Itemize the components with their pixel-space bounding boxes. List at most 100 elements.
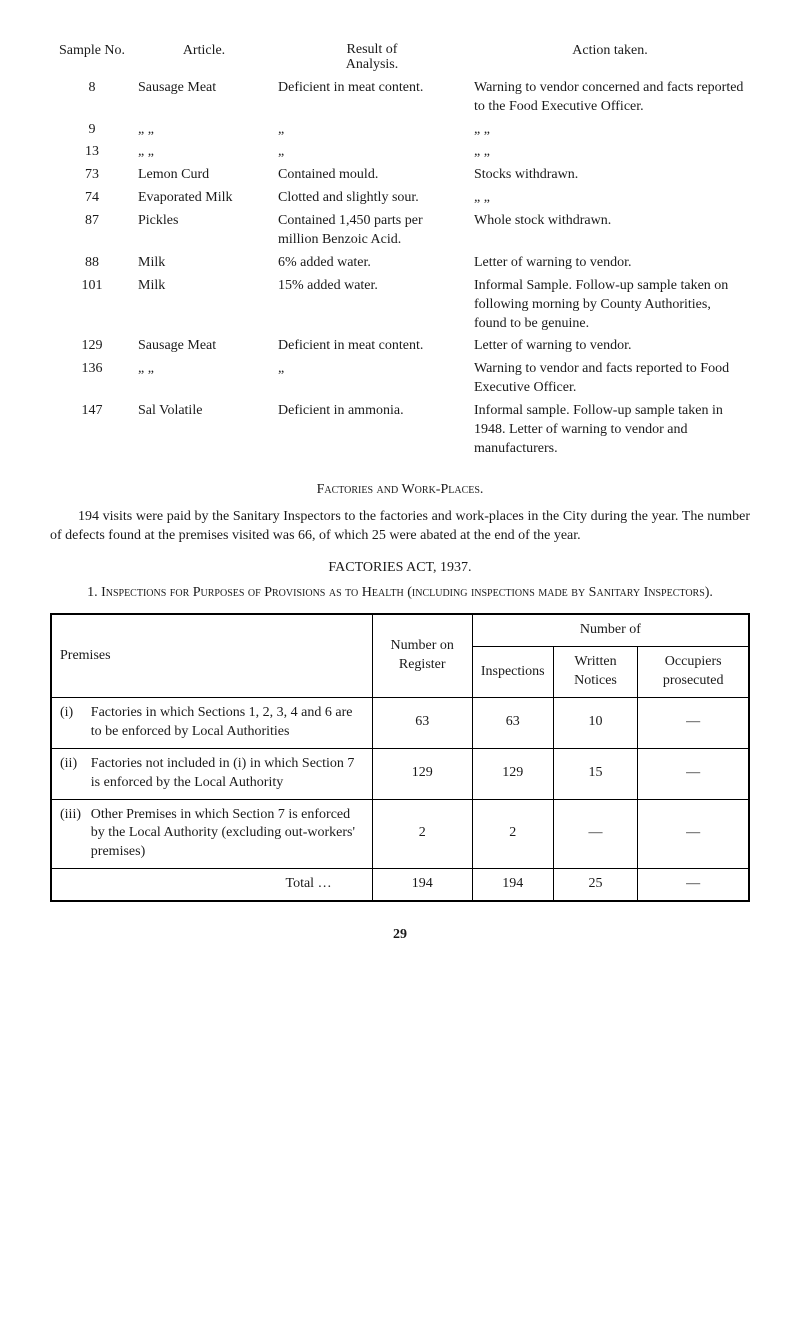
insp-premises: (iii)Other Premises in which Section 7 i… <box>51 799 372 869</box>
sample-row: 13„ „„„ „ <box>50 141 750 164</box>
sample-action: Letter of warning to vendor. <box>470 252 750 275</box>
insp-register: 129 <box>372 748 472 799</box>
header-article: Article. <box>134 40 274 77</box>
sample-row: 101Milk15% added water.Informal Sample. … <box>50 275 750 336</box>
insp-header-notices: Written Notices <box>553 647 638 698</box>
sample-row: 73Lemon CurdContained mould.Stocks withd… <box>50 164 750 187</box>
insp-total-inspections: 194 <box>472 869 553 901</box>
sample-result: 15% added water. <box>274 275 470 336</box>
insp-roman: (ii) <box>60 755 91 774</box>
sample-no: 88 <box>50 252 134 275</box>
sample-no: 136 <box>50 358 134 400</box>
insp-inspections: 129 <box>472 748 553 799</box>
page-number: 29 <box>50 926 750 945</box>
sample-no: 8 <box>50 77 134 119</box>
sample-result: „ <box>274 358 470 400</box>
sample-article: Sausage Meat <box>134 335 274 358</box>
insp-header-row-1: Premises Number on Register Number of <box>51 614 749 646</box>
sample-action: „ „ <box>470 119 750 142</box>
sample-action: Warning to vendor and facts reported to … <box>470 358 750 400</box>
sample-article: Lemon Curd <box>134 164 274 187</box>
sample-article: Milk <box>134 252 274 275</box>
sample-no: 13 <box>50 141 134 164</box>
header-result: Result of Analysis. <box>274 40 470 77</box>
sample-result: „ <box>274 141 470 164</box>
insp-prem-text: Factories not included in (i) in which S… <box>91 755 358 793</box>
insp-register: 2 <box>372 799 472 869</box>
insp-total-notices: 25 <box>553 869 638 901</box>
insp-premises: (i)Factories in which Sections 1, 2, 3, … <box>51 697 372 748</box>
act-title: FACTORIES ACT, 1937. <box>50 559 750 578</box>
sample-action: Informal Sample. Follow-up sample taken … <box>470 275 750 336</box>
insp-row: (ii)Factories not included in (i) in whi… <box>51 748 749 799</box>
sample-no: 129 <box>50 335 134 358</box>
sample-result: 6% added water. <box>274 252 470 275</box>
sample-result: Deficient in ammonia. <box>274 400 470 461</box>
insp-register: 63 <box>372 697 472 748</box>
header-result-top: Result of <box>347 42 398 57</box>
sample-article: „ „ <box>134 119 274 142</box>
insp-total-prosecuted: — <box>638 869 749 901</box>
sample-row: 136„ „„Warning to vendor and facts repor… <box>50 358 750 400</box>
sample-article: Sausage Meat <box>134 77 274 119</box>
samples-table: Sample No. Article. Result of Analysis. … <box>50 40 750 461</box>
sample-result: Contained mould. <box>274 164 470 187</box>
insp-header-inspections: Inspections <box>472 647 553 698</box>
sample-action: „ „ <box>470 141 750 164</box>
factories-heading: Factories and Work-Places. <box>50 481 750 500</box>
insp-inspections: 2 <box>472 799 553 869</box>
header-action: Action taken. <box>470 40 750 77</box>
sample-row: 8Sausage MeatDeficient in meat content.W… <box>50 77 750 119</box>
sample-no: 9 <box>50 119 134 142</box>
sample-no: 147 <box>50 400 134 461</box>
inspections-table: Premises Number on Register Number of In… <box>50 613 750 902</box>
sample-action: Whole stock withdrawn. <box>470 210 750 252</box>
insp-inspections: 63 <box>472 697 553 748</box>
sample-article: Milk <box>134 275 274 336</box>
sample-action: Warning to vendor concerned and facts re… <box>470 77 750 119</box>
inspections-title: 1. Inspections for Purposes of Provision… <box>50 584 750 603</box>
sample-article: „ „ <box>134 141 274 164</box>
insp-total-row: Total …19419425— <box>51 869 749 901</box>
sample-result: Clotted and slightly sour. <box>274 187 470 210</box>
sample-result: „ <box>274 119 470 142</box>
sample-action: Informal sample. Follow-up sample taken … <box>470 400 750 461</box>
insp-total-register: 194 <box>372 869 472 901</box>
sample-row: 74Evaporated MilkClotted and slightly so… <box>50 187 750 210</box>
sample-row: 129Sausage MeatDeficient in meat content… <box>50 335 750 358</box>
insp-notices: 10 <box>553 697 638 748</box>
sample-no: 74 <box>50 187 134 210</box>
header-sample-no: Sample No. <box>50 40 134 77</box>
insp-prosecuted: — <box>638 697 749 748</box>
insp-roman: (iii) <box>60 806 91 825</box>
sample-row: 9„ „„„ „ <box>50 119 750 142</box>
insp-premises: (ii)Factories not included in (i) in whi… <box>51 748 372 799</box>
sample-action: „ „ <box>470 187 750 210</box>
sample-no: 87 <box>50 210 134 252</box>
insp-prosecuted: — <box>638 799 749 869</box>
insp-header-premises: Premises <box>51 614 372 697</box>
sample-result: Deficient in meat content. <box>274 335 470 358</box>
sample-article: Evaporated Milk <box>134 187 274 210</box>
sample-no: 101 <box>50 275 134 336</box>
insp-row: (i)Factories in which Sections 1, 2, 3, … <box>51 697 749 748</box>
insp-row: (iii)Other Premises in which Section 7 i… <box>51 799 749 869</box>
sample-article: „ „ <box>134 358 274 400</box>
insp-header-register: Number on Register <box>372 614 472 697</box>
insp-prem-text: Other Premises in which Section 7 is enf… <box>91 806 358 863</box>
sample-result: Deficient in meat content. <box>274 77 470 119</box>
samples-header-row: Sample No. Article. Result of Analysis. … <box>50 40 750 77</box>
sample-article: Sal Volatile <box>134 400 274 461</box>
sample-action: Letter of warning to vendor. <box>470 335 750 358</box>
insp-roman: (i) <box>60 704 91 723</box>
insp-prosecuted: — <box>638 748 749 799</box>
sample-row: 88Milk6% added water.Letter of warning t… <box>50 252 750 275</box>
insp-prem-text: Factories in which Sections 1, 2, 3, 4 a… <box>91 704 358 742</box>
header-result-bottom: Analysis. <box>346 57 399 72</box>
sample-action: Stocks withdrawn. <box>470 164 750 187</box>
sample-article: Pickles <box>134 210 274 252</box>
sample-row: 87PicklesContained 1,450 parts per milli… <box>50 210 750 252</box>
insp-total-label: Total … <box>51 869 372 901</box>
insp-notices: 15 <box>553 748 638 799</box>
insp-header-numberof: Number of <box>472 614 749 646</box>
